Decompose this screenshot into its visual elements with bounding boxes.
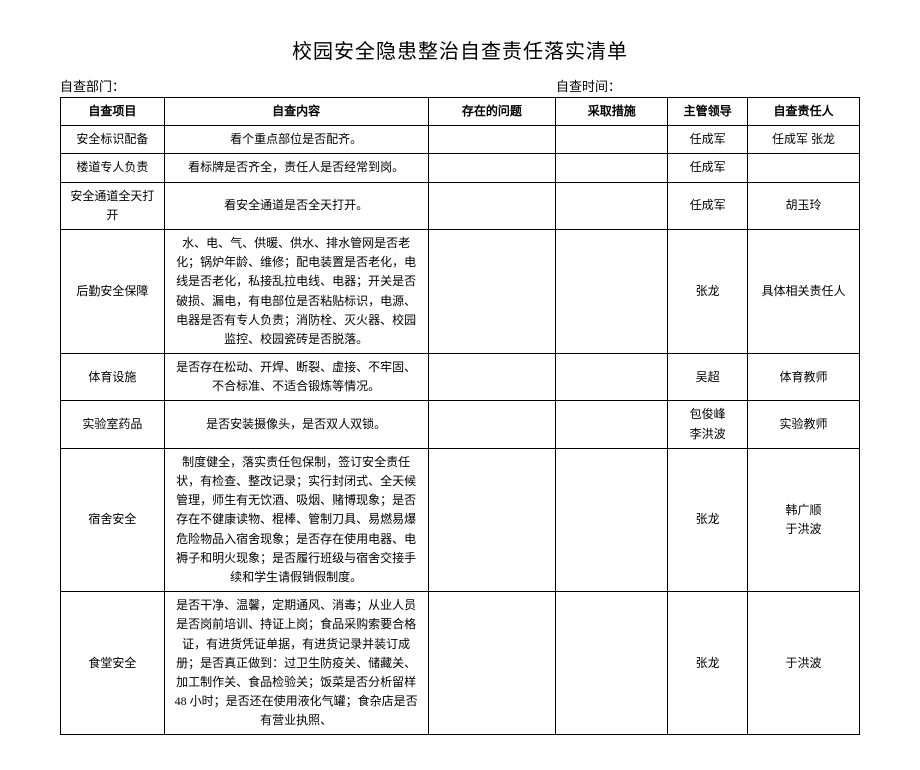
cell-item: 楼道专人负责 (61, 154, 165, 182)
cell-item: 安全通道全天打开 (61, 182, 165, 229)
cell-content: 水、电、气、供暖、供水、排水管网是否老化；锅炉年龄、维修；配电装置是否老化，电线… (164, 229, 428, 353)
table-row: 体育设施是否存在松动、开焊、断裂、虚接、不牢固、不合标准、不适合锻炼等情况。 吴超… (61, 354, 860, 401)
cell-measure (556, 354, 668, 401)
cell-person (748, 154, 860, 182)
cell-person: 任成军 张龙 (748, 126, 860, 154)
cell-item: 安全标识配备 (61, 126, 165, 154)
cell-person: 于洪波 (748, 592, 860, 735)
col-item: 自查项目 (61, 98, 165, 126)
cell-measure (556, 126, 668, 154)
cell-measure (556, 229, 668, 353)
col-content: 自查内容 (164, 98, 428, 126)
cell-item: 体育设施 (61, 354, 165, 401)
cell-leader: 张龙 (668, 448, 748, 591)
cell-person: 实验教师 (748, 401, 860, 448)
cell-item: 后勤安全保障 (61, 229, 165, 353)
cell-person: 体育教师 (748, 354, 860, 401)
table-row: 安全标识配备看个重点部位是否配齐。 任成军任成军 张龙 (61, 126, 860, 154)
cell-measure (556, 154, 668, 182)
cell-problem (428, 126, 556, 154)
header-row: 自查部门： 自查时间： (60, 76, 860, 95)
cell-content: 看安全通道是否全天打开。 (164, 182, 428, 229)
col-person: 自查责任人 (748, 98, 860, 126)
cell-leader: 任成军 (668, 126, 748, 154)
cell-content: 是否干净、温馨，定期通风、消毒；从业人员是否岗前培训、持证上岗；食品采购索要合格… (164, 592, 428, 735)
cell-problem (428, 154, 556, 182)
cell-measure (556, 401, 668, 448)
cell-content: 看标牌是否齐全，责任人是否经常到岗。 (164, 154, 428, 182)
cell-content: 是否安装摄像头，是否双人双锁。 (164, 401, 428, 448)
cell-measure (556, 448, 668, 591)
cell-leader: 包俊峰李洪波 (668, 401, 748, 448)
table-row: 食堂安全是否干净、温馨，定期通风、消毒；从业人员是否岗前培训、持证上岗；食品采购… (61, 592, 860, 735)
cell-content: 是否存在松动、开焊、断裂、虚接、不牢固、不合标准、不适合锻炼等情况。 (164, 354, 428, 401)
table-header-row: 自查项目 自查内容 存在的问题 采取措施 主管领导 自查责任人 (61, 98, 860, 126)
table-row: 实验室药品是否安装摄像头，是否双人双锁。 包俊峰李洪波实验教师 (61, 401, 860, 448)
cell-problem (428, 182, 556, 229)
cell-person: 韩广顺于洪波 (748, 448, 860, 591)
checklist-table: 自查项目 自查内容 存在的问题 采取措施 主管领导 自查责任人 安全标识配备看个… (60, 97, 860, 735)
col-problem: 存在的问题 (428, 98, 556, 126)
table-row: 宿舍安全制度健全，落实责任包保制，签订安全责任状，有检查、整改记录；实行封闭式、… (61, 448, 860, 591)
cell-content: 制度健全，落实责任包保制，签订安全责任状，有检查、整改记录；实行封闭式、全天候管… (164, 448, 428, 591)
dept-label: 自查部门： (60, 76, 556, 95)
cell-leader: 张龙 (668, 592, 748, 735)
col-leader: 主管领导 (668, 98, 748, 126)
cell-measure (556, 592, 668, 735)
cell-measure (556, 182, 668, 229)
cell-leader: 吴超 (668, 354, 748, 401)
cell-leader: 任成军 (668, 182, 748, 229)
cell-item: 宿舍安全 (61, 448, 165, 591)
cell-leader: 张龙 (668, 229, 748, 353)
page-title: 校园安全隐患整治自查责任落实清单 (60, 35, 860, 64)
cell-problem (428, 448, 556, 591)
cell-content: 看个重点部位是否配齐。 (164, 126, 428, 154)
cell-problem (428, 592, 556, 735)
cell-person: 具体相关责任人 (748, 229, 860, 353)
time-label: 自查时间： (556, 76, 860, 95)
col-measure: 采取措施 (556, 98, 668, 126)
cell-item: 食堂安全 (61, 592, 165, 735)
cell-leader: 任成军 (668, 154, 748, 182)
cell-problem (428, 354, 556, 401)
cell-problem (428, 229, 556, 353)
table-row: 楼道专人负责看标牌是否齐全，责任人是否经常到岗。 任成军 (61, 154, 860, 182)
cell-item: 实验室药品 (61, 401, 165, 448)
cell-problem (428, 401, 556, 448)
table-row: 后勤安全保障水、电、气、供暖、供水、排水管网是否老化；锅炉年龄、维修；配电装置是… (61, 229, 860, 353)
cell-person: 胡玉玲 (748, 182, 860, 229)
table-row: 安全通道全天打开看安全通道是否全天打开。 任成军胡玉玲 (61, 182, 860, 229)
